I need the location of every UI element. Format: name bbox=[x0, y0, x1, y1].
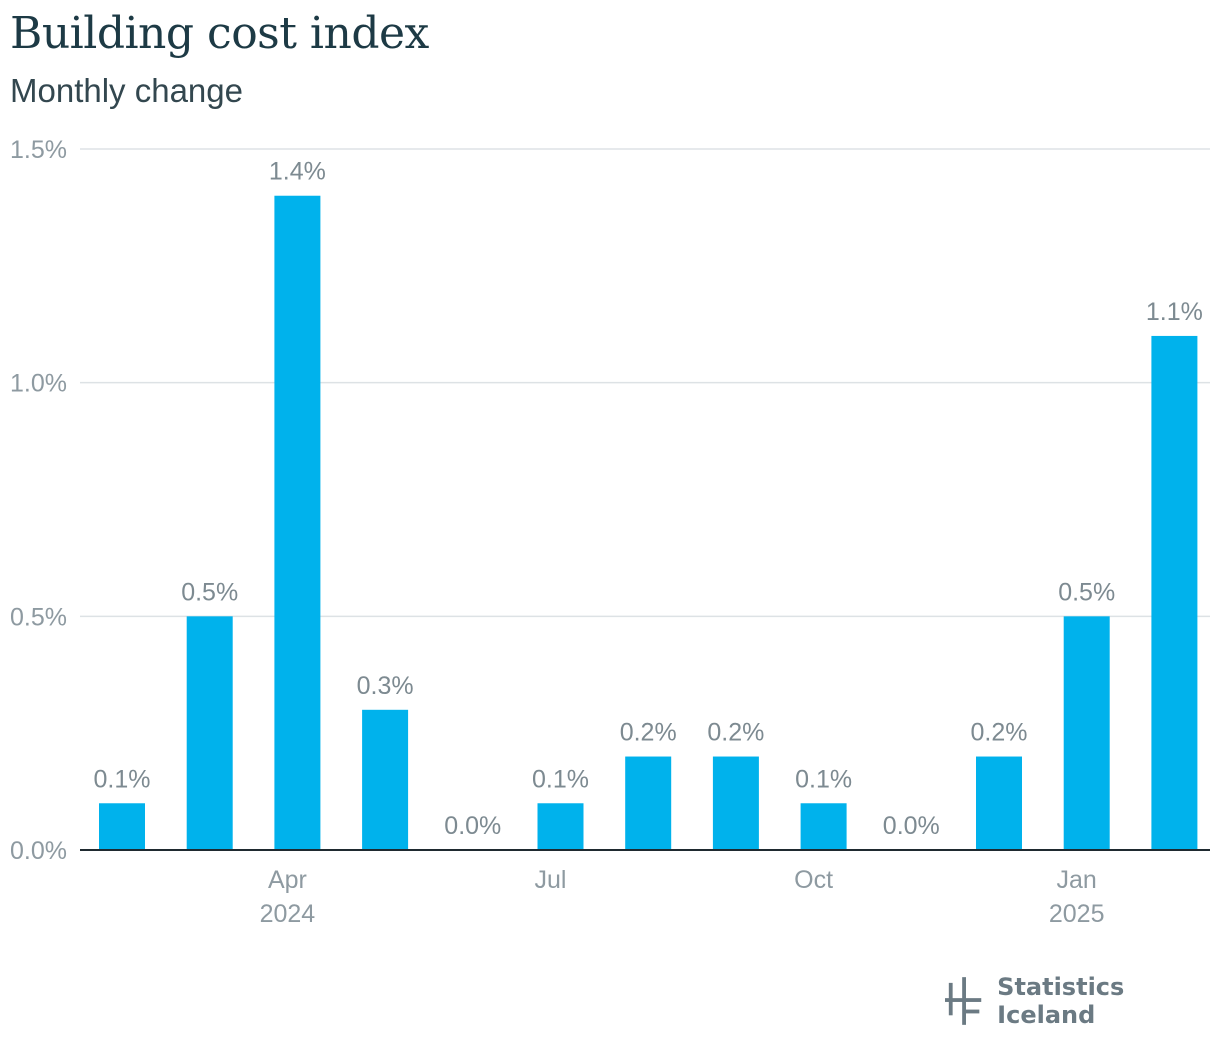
bar-chart: 0.0%0.5%1.0%1.5% 0.1%0.5%1.4%0.3%0.0%0.1… bbox=[10, 136, 1210, 928]
bar bbox=[186, 616, 233, 850]
x-tick-label: Oct bbox=[794, 866, 833, 894]
chart-title: Building cost index bbox=[10, 8, 429, 59]
bar bbox=[274, 195, 321, 850]
bar bbox=[537, 803, 584, 850]
data-labels: 0.1% 0.5% 1.4% 0.3% 0.0% 0.1% 0.2% 0.2% 0.1% 0.0%… bbox=[94, 158, 1203, 840]
x-tick-year-label: 2024 bbox=[260, 900, 316, 928]
data-label: 0.2% bbox=[971, 719, 1028, 747]
y-axis-ticks: 0.0% 0.5% 1.0% 1.5% bbox=[10, 136, 67, 865]
brand-name: Statistics Iceland bbox=[997, 973, 1125, 1029]
x-axis-ticks: Apr 2024 Jul Oct Jan 2025 bbox=[260, 866, 1105, 928]
data-label: 0.0% bbox=[883, 812, 940, 840]
bar bbox=[800, 803, 847, 850]
statistics-iceland-logo-icon bbox=[945, 977, 982, 1025]
chart-subtitle: Monthly change bbox=[10, 72, 243, 109]
bar bbox=[99, 803, 145, 850]
x-tick-year-label: 2025 bbox=[1049, 900, 1105, 928]
bar bbox=[362, 709, 409, 850]
data-label: 0.2% bbox=[620, 719, 677, 747]
data-label: 0.3% bbox=[357, 672, 414, 700]
bar bbox=[976, 756, 1022, 850]
x-tick-label: Apr bbox=[268, 866, 307, 894]
data-label: 0.0% bbox=[444, 812, 501, 840]
bars bbox=[99, 195, 1198, 850]
data-label: 0.1% bbox=[94, 765, 151, 793]
data-label: 0.5% bbox=[1058, 578, 1115, 606]
bar bbox=[625, 756, 672, 850]
y-tick-label: 1.5% bbox=[10, 136, 67, 164]
grid-lines bbox=[80, 148, 1210, 618]
brand-footer: Statistics Iceland bbox=[945, 973, 1220, 1029]
data-label: 0.1% bbox=[795, 765, 852, 793]
bar bbox=[1063, 616, 1110, 850]
y-tick-label: 0.5% bbox=[10, 603, 67, 631]
data-label: 1.4% bbox=[269, 158, 326, 186]
data-label: 1.1% bbox=[1146, 298, 1203, 326]
x-tick-label: Jul bbox=[535, 866, 567, 894]
data-label: 0.2% bbox=[707, 719, 764, 747]
bar bbox=[1151, 335, 1198, 850]
data-label: 0.5% bbox=[181, 578, 238, 606]
bar bbox=[712, 756, 759, 850]
data-label: 0.1% bbox=[532, 765, 589, 793]
x-tick-label: Jan bbox=[1057, 866, 1097, 894]
y-tick-label: 0.0% bbox=[10, 837, 67, 865]
y-tick-label: 1.0% bbox=[10, 370, 67, 398]
